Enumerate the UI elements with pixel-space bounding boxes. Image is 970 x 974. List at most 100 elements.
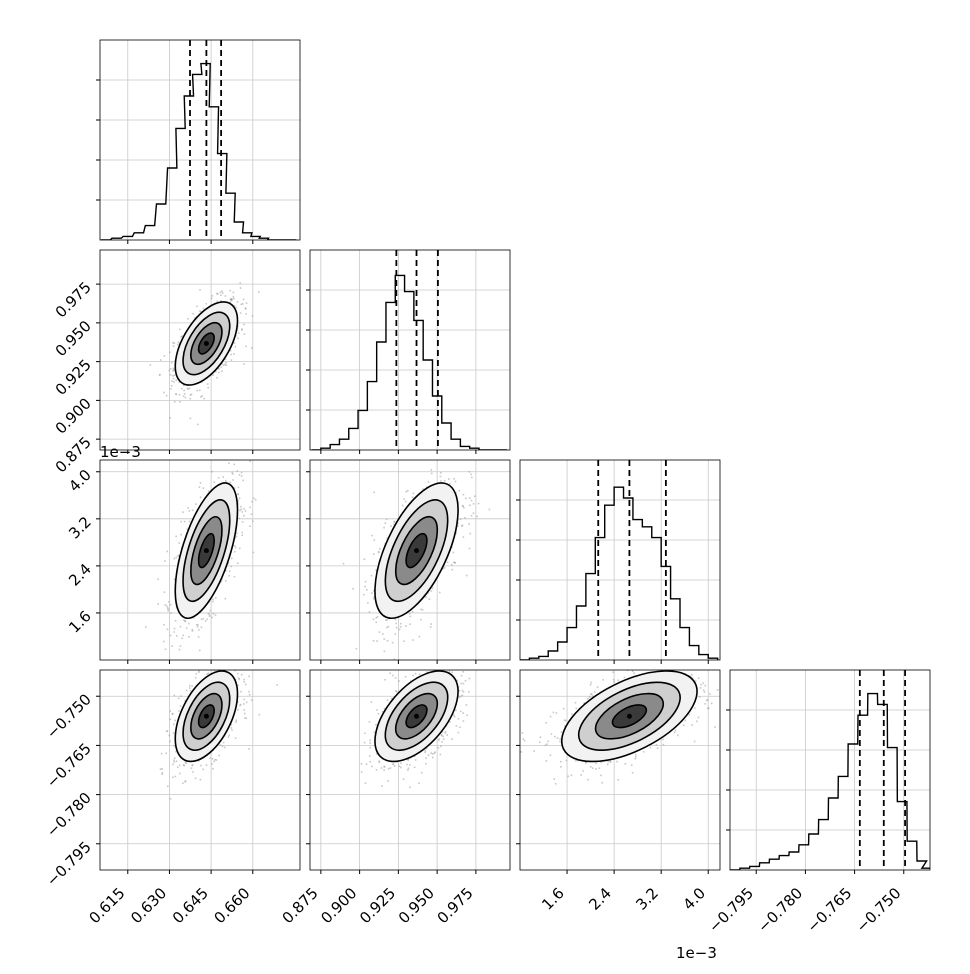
y-tick-label: −0.765 xyxy=(43,740,95,792)
axes-frame xyxy=(730,670,930,870)
scatter-point xyxy=(224,747,226,749)
scatter-point xyxy=(471,649,473,651)
density-panel xyxy=(150,282,260,425)
scatter-point xyxy=(241,535,243,537)
scatter-point xyxy=(229,667,231,669)
scatter-point xyxy=(248,675,250,677)
scatter-point xyxy=(212,295,214,297)
scatter-point xyxy=(200,779,202,781)
scatter-point xyxy=(198,671,200,673)
scatter-point xyxy=(239,451,241,453)
scatter-point xyxy=(229,298,231,300)
scatter-point xyxy=(366,589,368,591)
scatter-point xyxy=(189,685,191,687)
scatter-point xyxy=(463,691,465,693)
scatter-point xyxy=(233,451,235,453)
scatter-point xyxy=(186,627,188,629)
scatter-point xyxy=(386,627,388,629)
scatter-point xyxy=(181,638,183,640)
scatter-point xyxy=(400,626,402,628)
scatter-point xyxy=(200,396,202,398)
scatter-point xyxy=(439,664,441,666)
scatter-point xyxy=(384,679,386,681)
scatter-point xyxy=(455,481,457,483)
scatter-point xyxy=(240,704,242,706)
scatter-point xyxy=(212,613,214,615)
scatter-point xyxy=(190,418,192,420)
scatter-point xyxy=(454,716,456,718)
scatter-point xyxy=(381,785,383,787)
peak-marker xyxy=(204,341,209,346)
scatter-point xyxy=(205,303,207,305)
scatter-point xyxy=(178,698,180,700)
scatter-point xyxy=(459,726,461,728)
peak-marker xyxy=(204,548,209,553)
scatter-point xyxy=(424,441,426,443)
scatter-point xyxy=(470,474,472,476)
scatter-point xyxy=(464,517,466,519)
scatter-point xyxy=(235,547,237,549)
scatter-point xyxy=(590,694,592,696)
scatter-point xyxy=(222,292,224,294)
scatter-point xyxy=(228,660,230,662)
scatter-point xyxy=(239,282,241,284)
scatter-point xyxy=(157,603,159,605)
scatter-point xyxy=(220,649,222,651)
scatter-point xyxy=(590,766,592,768)
scatter-point xyxy=(556,712,558,714)
scatter-point xyxy=(689,714,691,716)
scatter-point xyxy=(469,471,471,473)
scatter-point xyxy=(408,767,410,769)
scatter-point xyxy=(460,695,462,697)
scatter-point xyxy=(379,631,381,633)
scatter-point xyxy=(424,751,426,753)
scatter-point xyxy=(412,496,414,498)
scatter-point xyxy=(230,481,232,483)
scatter-point xyxy=(199,650,201,652)
scatter-point xyxy=(378,713,380,715)
scatter-point xyxy=(469,497,471,499)
scatter-point xyxy=(172,776,174,778)
scatter-point xyxy=(414,766,416,768)
scatter-point xyxy=(245,645,247,647)
scatter-point xyxy=(364,742,366,744)
scatter-point xyxy=(171,380,173,382)
scatter-point xyxy=(241,472,243,474)
scatter-point xyxy=(441,741,443,743)
scatter-point xyxy=(200,668,202,670)
scatter-point xyxy=(405,625,407,627)
scatter-point xyxy=(478,503,480,505)
scatter-point xyxy=(238,487,240,489)
scatter-point xyxy=(683,724,685,726)
scatter-point xyxy=(441,734,443,736)
scatter-point xyxy=(409,623,411,625)
scatter-point xyxy=(231,558,233,560)
scatter-point xyxy=(422,609,424,611)
scatter-point xyxy=(448,478,450,480)
scatter-point xyxy=(201,666,203,668)
scatter-point xyxy=(211,617,213,619)
scatter-point xyxy=(197,626,199,628)
scatter-point xyxy=(369,742,371,744)
scatter-point xyxy=(242,480,244,482)
scatter-point xyxy=(207,383,209,385)
scatter-point xyxy=(385,522,387,524)
scatter-point xyxy=(211,763,213,765)
scatter-point xyxy=(237,673,239,675)
scatter-point xyxy=(174,757,176,759)
scatter-point xyxy=(458,718,460,720)
scatter-point xyxy=(251,501,253,503)
scatter-point xyxy=(390,767,392,769)
scatter-point xyxy=(694,741,696,743)
scatter-point xyxy=(375,724,377,726)
scatter-point xyxy=(227,665,229,667)
y-tick-label: −0.795 xyxy=(43,838,95,890)
scatter-point xyxy=(361,771,363,773)
scatter-point xyxy=(233,292,235,294)
scatter-point xyxy=(251,347,253,349)
scatter-point xyxy=(243,299,245,301)
scatter-point xyxy=(224,658,226,660)
scatter-point xyxy=(446,664,448,666)
scatter-point xyxy=(169,735,171,737)
scatter-point xyxy=(178,542,180,544)
